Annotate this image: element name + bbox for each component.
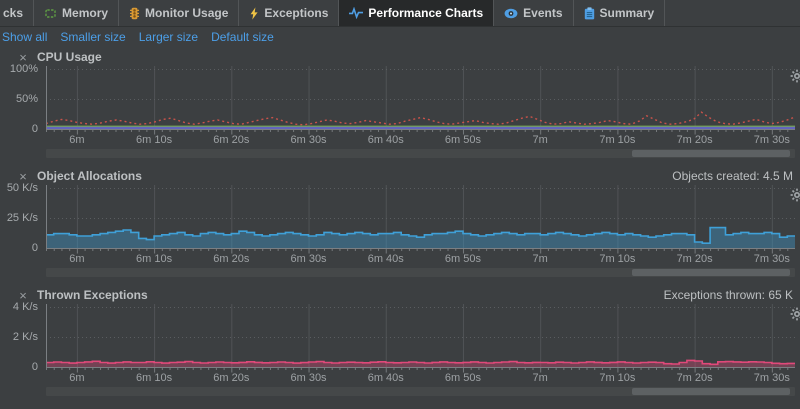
link-show-all[interactable]: Show all bbox=[2, 29, 48, 44]
x-tick-label: 7m bbox=[532, 134, 548, 146]
x-tick-label: 6m 10s bbox=[136, 253, 173, 265]
memory-icon bbox=[44, 7, 57, 20]
chart-header: × CPU Usage bbox=[0, 48, 800, 66]
x-tick-label: 6m 50s bbox=[444, 372, 481, 384]
tab-cks[interactable]: cks bbox=[0, 0, 35, 26]
pulse-icon bbox=[349, 7, 364, 19]
chart-title: CPU Usage bbox=[37, 50, 102, 64]
chart-title: Object Allocations bbox=[37, 169, 142, 183]
x-tick-label: 6m 10s bbox=[136, 372, 173, 384]
chart-header: × Object Allocations Objects created: 4.… bbox=[0, 167, 800, 185]
link-smaller-size[interactable]: Smaller size bbox=[60, 29, 126, 44]
x-tick-label: 7m 20s bbox=[676, 372, 713, 384]
scrollbar-thumb[interactable] bbox=[631, 269, 791, 276]
lightning-icon bbox=[249, 6, 259, 20]
x-tick-label: 6m 30s bbox=[290, 372, 327, 384]
tab-monitor-usage[interactable]: Monitor Usage bbox=[119, 0, 240, 26]
x-tick-label: 7m 10s bbox=[599, 253, 636, 265]
x-tick-label: 6m 10s bbox=[136, 134, 173, 146]
x-tick-label: 7m bbox=[532, 253, 548, 265]
tab-summary[interactable]: Summary bbox=[574, 0, 666, 26]
horizontal-scrollbar[interactable] bbox=[46, 149, 795, 158]
scrollbar-thumb[interactable] bbox=[631, 150, 791, 157]
y-tick-label: 50 K/s bbox=[6, 182, 38, 194]
x-tick-label: 6m 40s bbox=[367, 253, 404, 265]
tab-label: Exceptions bbox=[264, 6, 329, 20]
x-tick-label: 6m 20s bbox=[213, 372, 250, 384]
chart-section-object-allocations: × Object Allocations Objects created: 4.… bbox=[0, 167, 800, 277]
y-tick-label: 0 bbox=[31, 361, 38, 373]
x-tick-label: 7m 20s bbox=[676, 253, 713, 265]
y-axis-labels: 4 K/s 2 K/s 0 bbox=[0, 301, 41, 373]
x-tick-label: 6m bbox=[69, 372, 85, 384]
y-tick-label: 50% bbox=[15, 93, 38, 105]
tab-label: cks bbox=[3, 6, 24, 20]
x-axis: 6m 6m 10s 6m 20s 6m 30s 6m 40s 6m 50s 7m 7m 10s… bbox=[46, 249, 795, 266]
size-toolbar: Show all Smaller size Larger size Default s… bbox=[0, 27, 800, 46]
x-tick-label: 7m 10s bbox=[599, 372, 636, 384]
y-tick-label: 100% bbox=[9, 63, 38, 75]
chart-title: Thrown Exceptions bbox=[37, 288, 148, 302]
x-tick-label: 6m 50s bbox=[444, 134, 481, 146]
y-tick-label: 0 bbox=[31, 123, 38, 135]
close-icon[interactable]: × bbox=[19, 49, 27, 65]
x-tick-label: 7m 30s bbox=[753, 372, 790, 384]
x-tick-label: 7m 30s bbox=[753, 134, 790, 146]
x-tick-label: 7m bbox=[532, 372, 548, 384]
y-tick-label: 4 K/s bbox=[12, 301, 38, 313]
tab-exceptions[interactable]: Exceptions bbox=[239, 0, 340, 26]
x-tick-label: 6m 40s bbox=[367, 372, 404, 384]
horizontal-scrollbar[interactable] bbox=[46, 268, 795, 277]
x-tick-label: 7m 10s bbox=[599, 134, 636, 146]
close-icon[interactable]: × bbox=[19, 287, 27, 303]
x-tick-label: 7m 30s bbox=[753, 253, 790, 265]
tab-label: Memory bbox=[62, 6, 109, 20]
x-tick-label: 6m bbox=[69, 253, 85, 265]
x-axis: 6m 6m 10s 6m 20s 6m 30s 6m 40s 6m 50s 7m 7m 10s… bbox=[46, 368, 795, 385]
chart-section-cpu-usage: × CPU Usage 100% 50% 0 6m 6m 10s 6m 20s 6m 30… bbox=[0, 48, 800, 158]
thrown-exceptions-plot bbox=[46, 304, 800, 368]
tab-label: Monitor Usage bbox=[145, 6, 229, 20]
link-default-size[interactable]: Default size bbox=[211, 29, 274, 44]
tab-label: Summary bbox=[599, 6, 655, 20]
eye-icon bbox=[504, 8, 518, 19]
chart-right-info: Exceptions thrown: 65 K bbox=[663, 288, 793, 302]
y-tick-label: 0 bbox=[31, 242, 38, 254]
y-tick-label: 2 K/s bbox=[12, 331, 38, 343]
x-tick-label: 6m 40s bbox=[367, 134, 404, 146]
chart-header: × Thrown Exceptions Exceptions thrown: 6… bbox=[0, 286, 800, 304]
x-tick-label: 6m 20s bbox=[213, 253, 250, 265]
x-tick-label: 6m 50s bbox=[444, 253, 481, 265]
x-tick-label: 6m bbox=[69, 134, 85, 146]
x-tick-label: 6m 30s bbox=[290, 134, 327, 146]
x-tick-label: 6m 20s bbox=[213, 134, 250, 146]
y-axis-labels: 50 K/s 25 K/s 0 bbox=[0, 182, 41, 254]
close-icon[interactable]: × bbox=[19, 168, 27, 184]
link-larger-size[interactable]: Larger size bbox=[138, 29, 199, 44]
scrollbar-thumb[interactable] bbox=[631, 388, 791, 395]
cpu-usage-plot bbox=[46, 66, 800, 130]
y-tick-label: 25 K/s bbox=[6, 212, 38, 224]
y-axis-labels: 100% 50% 0 bbox=[0, 63, 41, 135]
chart-section-thrown-exceptions: × Thrown Exceptions Exceptions thrown: 6… bbox=[0, 286, 800, 396]
tab-bar: cks Memory Monitor Usage Exceptions Performa… bbox=[0, 0, 800, 27]
x-tick-label: 7m 20s bbox=[676, 134, 713, 146]
tab-label: Performance Charts bbox=[368, 6, 484, 20]
x-axis: 6m 6m 10s 6m 20s 6m 30s 6m 40s 6m 50s 7m 7m 10s… bbox=[46, 130, 795, 147]
horizontal-scrollbar[interactable] bbox=[46, 387, 795, 396]
chart-right-info: Objects created: 4.5 M bbox=[672, 169, 793, 183]
clipboard-icon bbox=[584, 6, 595, 20]
x-tick-label: 6m 30s bbox=[290, 253, 327, 265]
tab-performance-charts[interactable]: Performance Charts bbox=[339, 0, 495, 26]
tab-label: Events bbox=[523, 6, 563, 20]
tab-memory[interactable]: Memory bbox=[34, 0, 120, 26]
tab-events[interactable]: Events bbox=[494, 0, 574, 26]
traffic-light-icon bbox=[129, 7, 140, 20]
object-allocations-plot bbox=[46, 185, 800, 249]
